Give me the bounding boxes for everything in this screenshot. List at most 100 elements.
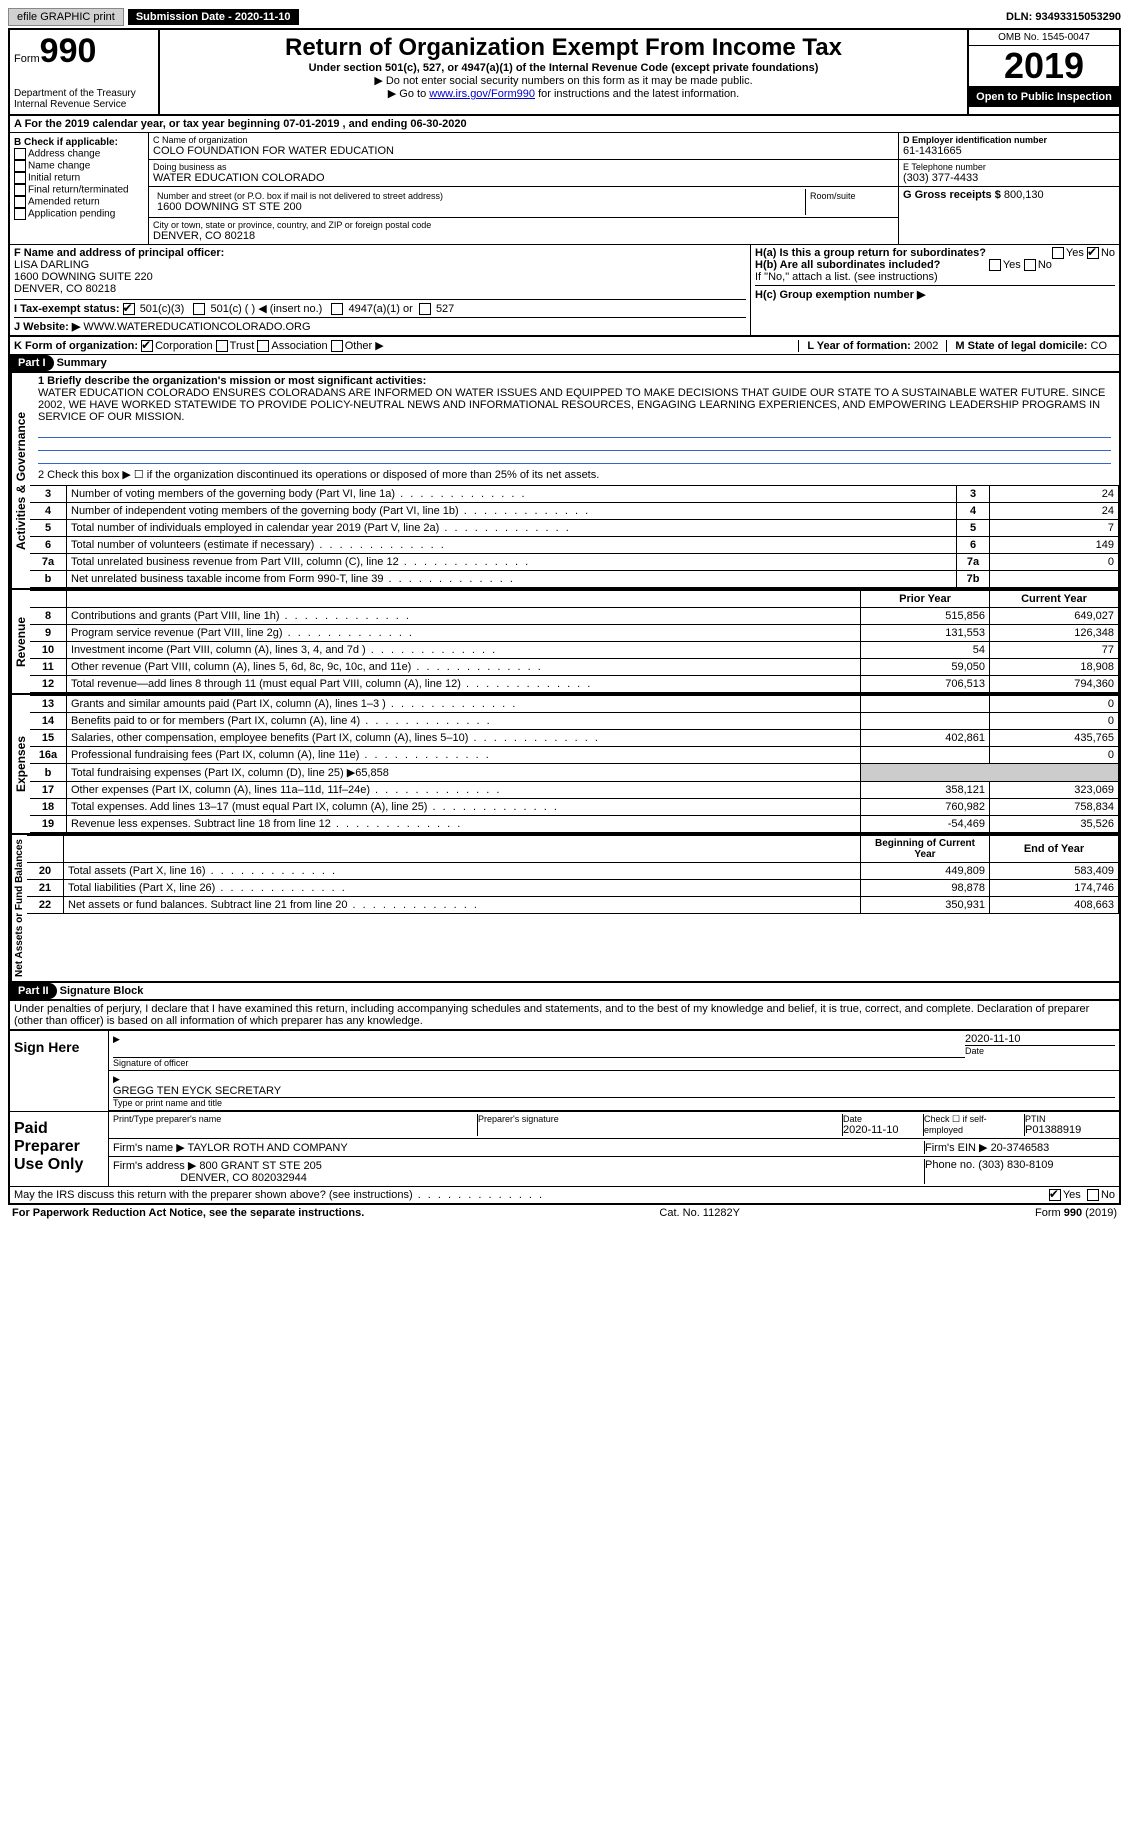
section-governance: Activities & Governance 1 Briefly descri… <box>10 373 1119 590</box>
period-row: A For the 2019 calendar year, or tax yea… <box>10 116 1119 133</box>
cb-ha-yes[interactable] <box>1052 247 1064 259</box>
table-row: 12Total revenue—add lines 8 through 11 (… <box>30 676 1119 693</box>
form-title: Return of Organization Exempt From Incom… <box>168 34 959 62</box>
cb-501c3[interactable] <box>123 303 135 315</box>
table-row: 3Number of voting members of the governi… <box>30 486 1119 503</box>
box-b: B Check if applicable: Address change Na… <box>10 133 149 244</box>
table-row: bNet unrelated business taxable income f… <box>30 571 1119 588</box>
sign-here-block: Sign Here Signature of officer 2020-11-1… <box>10 1030 1119 1111</box>
top-bar: efile GRAPHIC print Submission Date - 20… <box>8 8 1121 26</box>
box-d: D Employer identification number 61-1431… <box>899 133 1119 244</box>
cb-discuss-yes[interactable] <box>1049 1189 1061 1201</box>
cb-other[interactable] <box>331 340 343 352</box>
cb-trust[interactable] <box>216 340 228 352</box>
table-row: 20Total assets (Part X, line 16)449,8095… <box>27 863 1119 880</box>
footer: For Paperwork Reduction Act Notice, see … <box>8 1205 1121 1221</box>
part1-header: Part I Summary <box>10 355 1119 373</box>
note-link: ▶ Go to www.irs.gov/Form990 for instruct… <box>168 87 959 100</box>
table-row: 17Other expenses (Part IX, column (A), l… <box>30 782 1119 799</box>
cb-assoc[interactable] <box>257 340 269 352</box>
telephone: (303) 377-4433 <box>903 172 1115 184</box>
paid-preparer-block: Paid Preparer Use Only Print/Type prepar… <box>10 1111 1119 1187</box>
box-f: F Name and address of principal officer:… <box>10 245 751 335</box>
form-subtitle: Under section 501(c), 527, or 4947(a)(1)… <box>168 62 959 74</box>
form-number: 990 <box>40 32 97 70</box>
cb-4947[interactable] <box>331 303 343 315</box>
cb-ha-no[interactable] <box>1087 247 1099 259</box>
table-row: 22Net assets or fund balances. Subtract … <box>27 897 1119 914</box>
cb-amended-return[interactable] <box>14 196 26 208</box>
year-formation: 2002 <box>914 340 938 352</box>
section-expenses: Expenses 13Grants and similar amounts pa… <box>10 695 1119 835</box>
cb-hb-no[interactable] <box>1024 259 1036 271</box>
form-header: Form990 Department of the Treasury Inter… <box>10 30 1119 116</box>
table-row: 6Total number of volunteers (estimate if… <box>30 537 1119 554</box>
table-row: bTotal fundraising expenses (Part IX, co… <box>30 764 1119 782</box>
declaration: Under penalties of perjury, I declare th… <box>10 1001 1119 1030</box>
dln: DLN: 93493315053290 <box>1006 11 1121 23</box>
table-row: 15Salaries, other compensation, employee… <box>30 730 1119 747</box>
box-h: H(a) Is this a group return for subordin… <box>751 245 1119 335</box>
table-row: 11Other revenue (Part VIII, column (A), … <box>30 659 1119 676</box>
table-row: 5Total number of individuals employed in… <box>30 520 1119 537</box>
city-state-zip: DENVER, CO 80218 <box>153 230 894 242</box>
form-word: Form <box>14 53 40 65</box>
info-grid: B Check if applicable: Address change Na… <box>10 133 1119 244</box>
cb-discuss-no[interactable] <box>1087 1189 1099 1201</box>
street-address: 1600 DOWNING ST STE 200 <box>157 201 801 213</box>
box-c: C Name of organization COLO FOUNDATION F… <box>149 133 899 244</box>
omb-number: OMB No. 1545-0047 <box>969 30 1119 46</box>
cb-501c[interactable] <box>193 303 205 315</box>
firm-name: TAYLOR ROTH AND COMPANY <box>188 1142 348 1154</box>
mission-text: WATER EDUCATION COLORADO ENSURES COLORAD… <box>38 387 1105 423</box>
table-row: 21Total liabilities (Part X, line 26)98,… <box>27 880 1119 897</box>
irs-label: Internal Revenue Service <box>14 99 154 110</box>
cb-name-change[interactable] <box>14 160 26 172</box>
revenue-table: Prior YearCurrent Year 8Contributions an… <box>30 590 1119 693</box>
tax-year: 2019 <box>969 46 1119 87</box>
expenses-table: 13Grants and similar amounts paid (Part … <box>30 695 1119 833</box>
firm-ein: 20-3746583 <box>991 1142 1050 1154</box>
row-fgh: F Name and address of principal officer:… <box>10 244 1119 337</box>
irs-link[interactable]: www.irs.gov/Form990 <box>429 88 535 100</box>
open-public: Open to Public Inspection <box>969 87 1119 107</box>
form-990: Form990 Department of the Treasury Inter… <box>8 28 1121 1205</box>
efile-button[interactable]: efile GRAPHIC print <box>8 8 124 26</box>
table-row: 18Total expenses. Add lines 13–17 (must … <box>30 799 1119 816</box>
governance-table: 3Number of voting members of the governi… <box>30 485 1119 588</box>
cb-527[interactable] <box>419 303 431 315</box>
discuss-row: May the IRS discuss this return with the… <box>10 1187 1119 1203</box>
submission-date: Submission Date - 2020-11-10 <box>128 9 299 25</box>
dba-name: WATER EDUCATION COLORADO <box>153 172 894 184</box>
section-revenue: Revenue Prior YearCurrent Year 8Contribu… <box>10 590 1119 695</box>
row-k: K Form of organization: Corporation Trus… <box>10 337 1119 355</box>
table-row: 14Benefits paid to or for members (Part … <box>30 713 1119 730</box>
note-ssn: ▶ Do not enter social security numbers o… <box>168 74 959 87</box>
table-row: 16aProfessional fundraising fees (Part I… <box>30 747 1119 764</box>
cb-corp[interactable] <box>141 340 153 352</box>
dept-treasury: Department of the Treasury <box>14 88 154 99</box>
state-domicile: CO <box>1091 340 1108 352</box>
table-row: 4Number of independent voting members of… <box>30 503 1119 520</box>
ptin: P01388919 <box>1025 1124 1115 1136</box>
officer-printed-name: GREGG TEN EYCK SECRETARY <box>113 1085 1115 1097</box>
section-netassets: Net Assets or Fund Balances Beginning of… <box>10 835 1119 983</box>
officer-name: LISA DARLING <box>14 259 746 271</box>
firm-phone: (303) 830-8109 <box>978 1159 1053 1171</box>
part2-header: Part II Signature Block <box>10 983 1119 1001</box>
cb-initial-return[interactable] <box>14 172 26 184</box>
cb-app-pending[interactable] <box>14 208 26 220</box>
table-row: 8Contributions and grants (Part VIII, li… <box>30 608 1119 625</box>
sig-date: 2020-11-10 <box>965 1033 1115 1045</box>
cb-address-change[interactable] <box>14 148 26 160</box>
table-row: 19Revenue less expenses. Subtract line 1… <box>30 816 1119 833</box>
ein: 61-1431665 <box>903 145 1115 157</box>
netassets-table: Beginning of Current YearEnd of Year 20T… <box>27 835 1119 914</box>
org-name: COLO FOUNDATION FOR WATER EDUCATION <box>153 145 894 157</box>
cb-final-return[interactable] <box>14 184 26 196</box>
cb-hb-yes[interactable] <box>989 259 1001 271</box>
table-row: 9Program service revenue (Part VIII, lin… <box>30 625 1119 642</box>
table-row: 10Investment income (Part VIII, column (… <box>30 642 1119 659</box>
gross-receipts: 800,130 <box>1004 189 1044 201</box>
table-row: 13Grants and similar amounts paid (Part … <box>30 696 1119 713</box>
